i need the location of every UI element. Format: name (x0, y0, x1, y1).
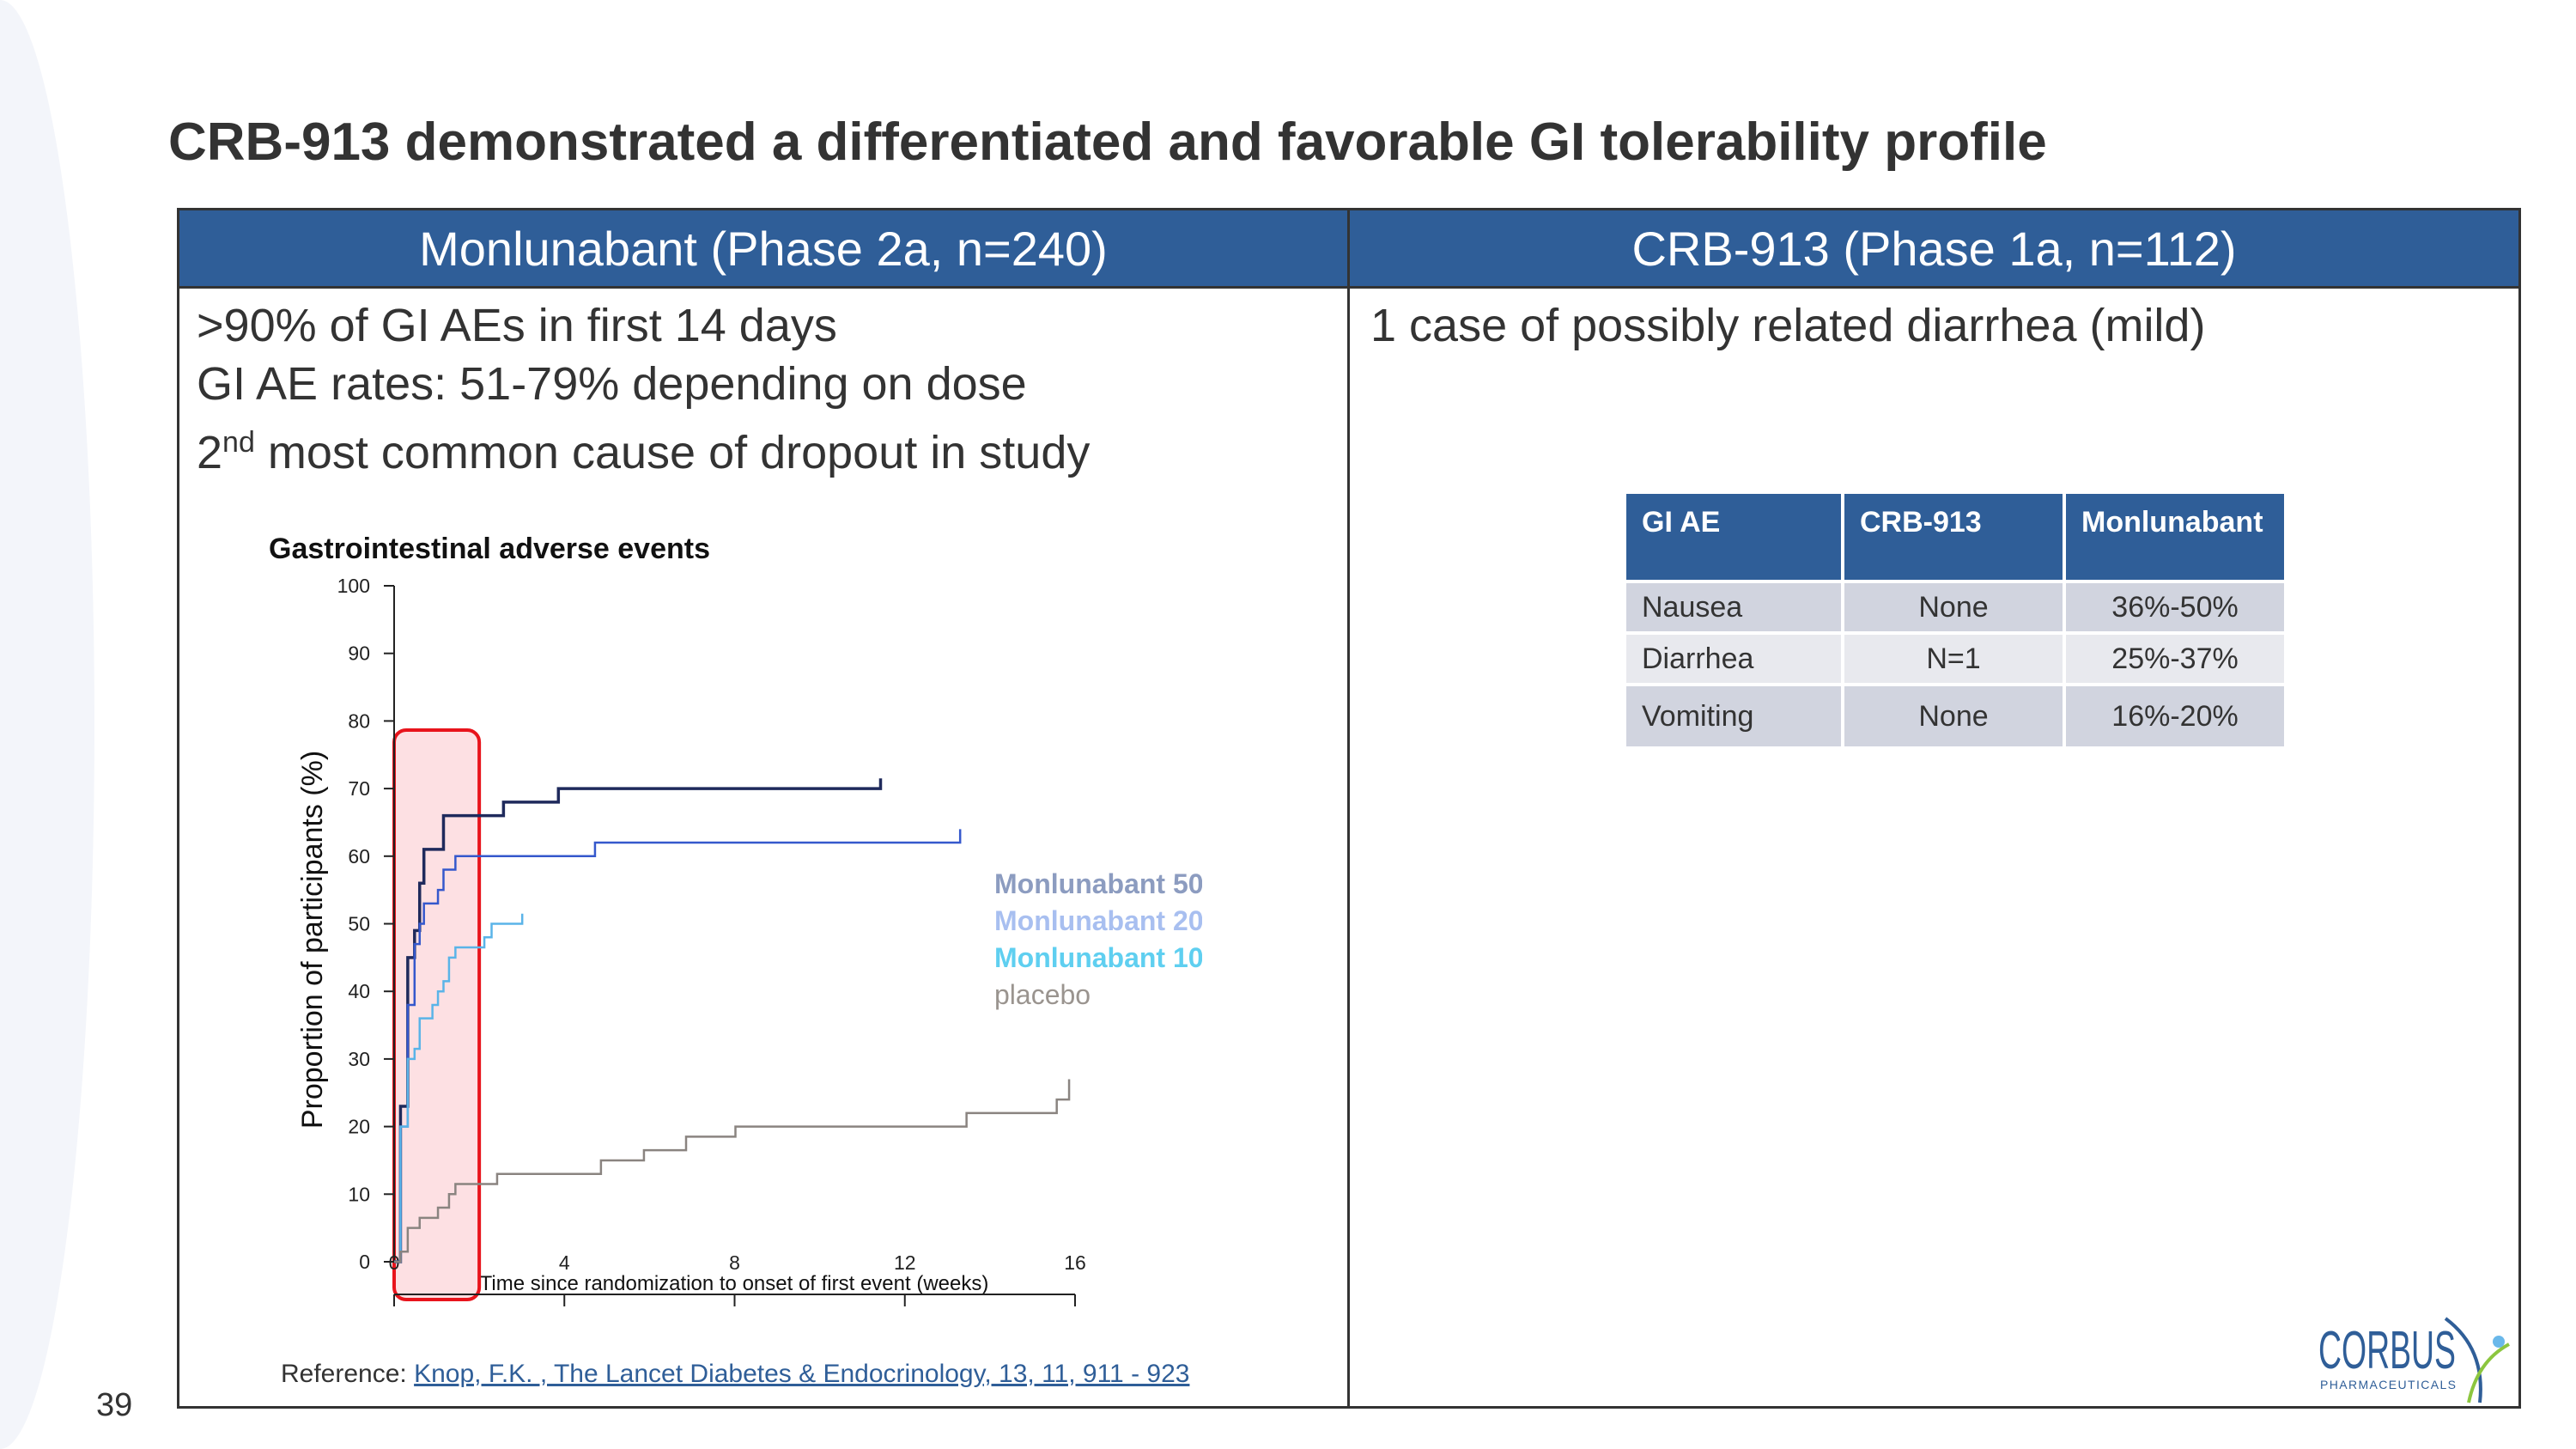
table-cell: None (1844, 686, 2063, 746)
y-tick-label: 0 (359, 1251, 370, 1273)
logo-subtext: PHARMACEUTICALS (2320, 1378, 2456, 1391)
right-summary: 1 case of possibly related diarrhea (mil… (1370, 300, 2206, 351)
table-row: Nausea None 36%-50% (1626, 583, 2284, 631)
left-bullets: >90% of GI AEs in first 14 days GI AE ra… (197, 296, 1330, 482)
logo-dot (2493, 1336, 2505, 1348)
table-row: Vomiting None 16%-20% (1626, 686, 2284, 746)
legend-entry: Monlunabant 50 mg (994, 868, 1202, 899)
reference: Reference: Knop, F.K. , The Lancet Diabe… (281, 1360, 1337, 1389)
logo-swoosh-green (2467, 1342, 2510, 1403)
bullet-line: >90% of GI AEs in first 14 days (197, 300, 837, 351)
table-cell: Nausea (1626, 583, 1841, 631)
gi-ae-chart: Gastrointestinal adverse events Proporti… (269, 533, 1202, 1306)
y-tick-label: 20 (348, 1116, 370, 1138)
page-number: 39 (96, 1387, 133, 1423)
x-tick-label: 16 (1064, 1251, 1086, 1274)
x-tick-label: 8 (729, 1251, 740, 1274)
table-cell: 25%-37% (2066, 635, 2284, 683)
table-cell: Diarrhea (1626, 635, 1841, 683)
slide-title: CRB-913 demonstrated a differentiated an… (168, 113, 2047, 172)
y-tick-label: 10 (348, 1183, 370, 1205)
legend-entry: placebo (994, 979, 1091, 1010)
logo-text: CORBUS (2318, 1321, 2456, 1380)
y-tick-label: 90 (348, 642, 370, 665)
table-cell: 16%-20% (2066, 686, 2284, 746)
right-header: CRB-913 (Phase 1a, n=112) (1350, 210, 2518, 289)
y-tick-label: 70 (348, 777, 370, 800)
y-tick-label: 80 (348, 709, 370, 732)
gi-ae-table: GI AE CRB-913 Monlunabant Nausea None 36… (1623, 490, 2287, 750)
y-axis-label: Proportion of participants (%) (296, 751, 329, 1129)
table-header: Monlunabant (2066, 494, 2284, 580)
logo-swoosh-blue (2444, 1317, 2482, 1403)
x-tick-label: 4 (559, 1251, 570, 1274)
chart-title: Gastrointestinal adverse events (269, 533, 710, 565)
table-cell: None (1844, 583, 2063, 631)
y-tick-label: 60 (348, 845, 370, 868)
table-header: CRB-913 (1844, 494, 2063, 580)
series-line-monlunabant-10-mg (394, 913, 524, 1263)
table-cell: Vomiting (1626, 686, 1841, 746)
table-row: Diarrhea N=1 25%-37% (1626, 635, 2284, 683)
bullet-text: most common cause of dropout in study (254, 427, 1091, 478)
ordinal-superscript: nd (222, 426, 255, 459)
corbus-logo: CORBUS PHARMACEUTICALS (2318, 1317, 2510, 1403)
series-line-placebo (394, 1079, 1071, 1263)
legend-entry: Monlunabant 10 mg (994, 942, 1202, 973)
x-tick-label: 12 (894, 1251, 916, 1274)
y-tick-label: 40 (348, 980, 370, 1002)
bullet-line: GI AE rates: 51-79% depending on dose (197, 358, 1027, 410)
column-divider (1347, 208, 1350, 1409)
y-tick-label: 50 (348, 913, 370, 935)
reference-label: Reference: (281, 1360, 415, 1388)
bullet-text: 2 (197, 427, 223, 478)
reference-link[interactable]: Knop, F.K. , The Lancet Diabetes & Endoc… (414, 1360, 1190, 1388)
table-cell: 36%-50% (2066, 583, 2284, 631)
left-header: Monlunabant (Phase 2a, n=240) (179, 210, 1347, 289)
table-header: GI AE (1626, 494, 1841, 580)
y-tick-label: 30 (348, 1048, 370, 1070)
x-axis-label: Time since randomization to onset of fir… (480, 1272, 989, 1295)
y-tick-label: 100 (337, 575, 370, 597)
table-cell: N=1 (1844, 635, 2063, 683)
legend-entry: Monlunabant 20mg (994, 905, 1202, 936)
bullet-line: 2nd most common cause of dropout in stud… (197, 413, 1330, 482)
